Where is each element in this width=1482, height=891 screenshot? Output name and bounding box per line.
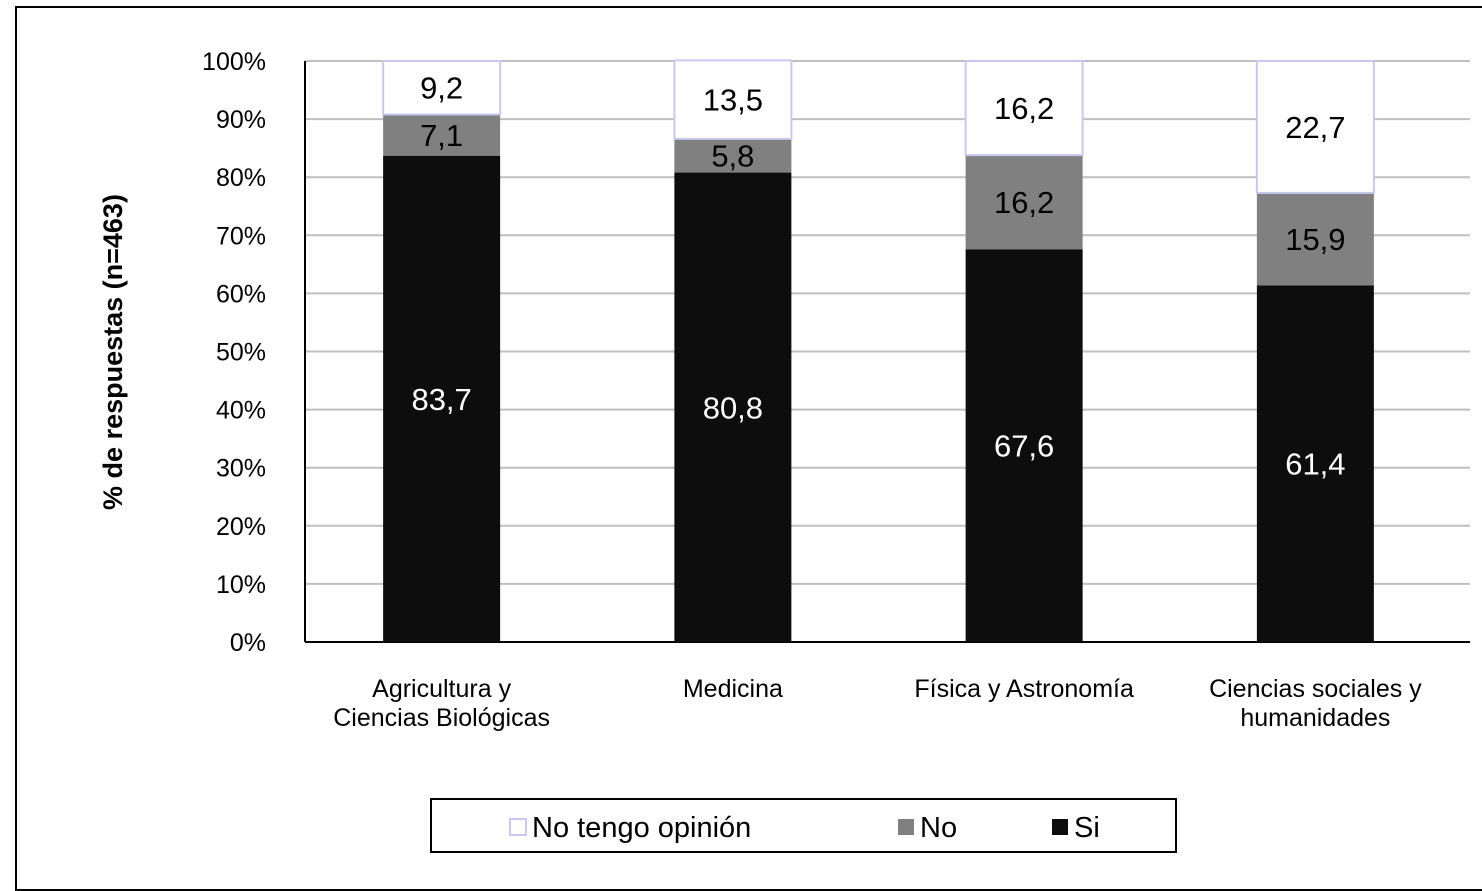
legend-label: Si <box>1074 812 1100 844</box>
legend-label: No tengo opinión <box>532 812 751 844</box>
y-tick-label: 100% <box>202 48 266 76</box>
y-tick-label: 90% <box>216 106 266 134</box>
bar-segment <box>965 155 1083 250</box>
y-tick-label: 10% <box>216 571 266 599</box>
x-tick-label: humanidades <box>1240 704 1390 732</box>
bar-segment <box>674 172 792 642</box>
legend-label: No <box>920 812 957 844</box>
data-label: 83,7 <box>411 382 471 417</box>
data-label: 61,4 <box>1285 447 1345 482</box>
y-tick-label: 60% <box>216 280 266 308</box>
data-label: 7,1 <box>420 118 463 153</box>
y-tick-label: 70% <box>216 222 266 250</box>
data-label: 22,7 <box>1285 110 1345 145</box>
data-label: 15,9 <box>1285 222 1345 257</box>
data-label: 16,2 <box>994 91 1054 126</box>
bar-segment <box>673 59 793 140</box>
data-label: 13,5 <box>703 83 763 118</box>
x-tick-label: Física y Astronomía <box>914 675 1134 703</box>
y-tick-label: 30% <box>216 455 266 483</box>
y-tick-label: 0% <box>230 629 266 657</box>
data-label: 9,2 <box>420 71 463 106</box>
bar-segment <box>1256 285 1374 642</box>
data-label: 16,2 <box>994 185 1054 220</box>
legend-swatch <box>509 818 527 836</box>
bar-segment <box>674 138 792 173</box>
y-axis-label: % de respuestas (n=463) <box>98 194 128 510</box>
bar-segment <box>964 60 1084 157</box>
data-label: 80,8 <box>703 390 763 425</box>
bar-segment <box>965 249 1083 642</box>
y-tick-label: 80% <box>216 164 266 192</box>
bar-segment <box>383 114 501 156</box>
bar-segment <box>383 155 501 642</box>
bar-segment <box>1256 192 1374 286</box>
y-tick-label: 40% <box>216 397 266 425</box>
data-label: 5,8 <box>711 139 754 174</box>
legend-box <box>430 798 1177 853</box>
data-label: 67,6 <box>994 429 1054 464</box>
x-tick-label: Ciencias Biológicas <box>333 704 550 732</box>
y-tick-label: 50% <box>216 339 266 367</box>
x-tick-label: Ciencias sociales y <box>1209 675 1422 703</box>
x-tick-label: Medicina <box>683 675 783 703</box>
bar-segment <box>1255 60 1375 194</box>
legend-swatch <box>898 819 914 835</box>
legend-swatch <box>1052 819 1068 835</box>
bar-segment <box>382 60 502 116</box>
x-tick-label: Agricultura y <box>372 675 511 703</box>
y-tick-label: 20% <box>216 513 266 541</box>
